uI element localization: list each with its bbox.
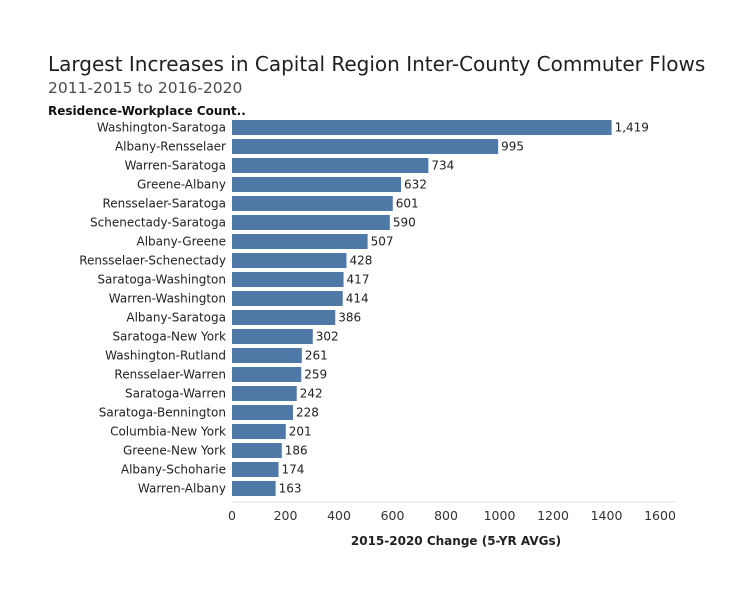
bar[interactable] <box>232 120 612 135</box>
bar[interactable] <box>232 329 313 344</box>
category-label[interactable]: Rensselaer-Saratoga <box>102 197 226 211</box>
value-label: 632 <box>404 178 427 192</box>
category-label[interactable]: Saratoga-Warren <box>125 387 226 401</box>
value-label: 386 <box>338 311 361 325</box>
value-label: 302 <box>316 330 339 344</box>
bar[interactable] <box>232 158 429 173</box>
bar[interactable] <box>232 443 282 458</box>
bar[interactable] <box>232 462 279 477</box>
value-label: 228 <box>296 406 319 420</box>
category-label[interactable]: Rensselaer-Schenectady <box>79 254 226 268</box>
category-label[interactable]: Saratoga-New York <box>112 330 226 344</box>
value-label: 259 <box>304 368 327 382</box>
value-label: 601 <box>396 197 419 211</box>
x-tick-label: 1400 <box>591 508 623 523</box>
category-label[interactable]: Warren-Albany <box>138 482 226 496</box>
x-tick-label: 800 <box>434 508 458 523</box>
bar[interactable] <box>232 386 297 401</box>
bar[interactable] <box>232 367 302 382</box>
bar[interactable] <box>232 177 402 192</box>
value-label: 1,419 <box>615 121 649 135</box>
value-label: 417 <box>347 273 370 287</box>
bar[interactable] <box>232 215 390 230</box>
value-label: 174 <box>282 463 305 477</box>
category-label[interactable]: Schenectady-Saratoga <box>90 216 226 230</box>
x-tick-label: 0 <box>228 508 236 523</box>
category-label[interactable]: Warren-Saratoga <box>125 159 226 173</box>
category-label[interactable]: Warren-Washington <box>109 292 226 306</box>
category-label[interactable]: Saratoga-Washington <box>97 273 226 287</box>
x-tick-label: 600 <box>381 508 405 523</box>
bar[interactable] <box>232 405 293 420</box>
value-label: 507 <box>371 235 394 249</box>
bar[interactable] <box>232 272 344 287</box>
value-label: 995 <box>501 140 524 154</box>
bar[interactable] <box>232 310 336 325</box>
x-axis-title: 2015-2020 Change (5-YR AVGs) <box>351 534 561 548</box>
value-label: 261 <box>305 349 328 363</box>
x-tick-label: 1200 <box>537 508 569 523</box>
category-label[interactable]: Albany-Rensselaer <box>115 140 226 154</box>
value-label: 414 <box>346 292 369 306</box>
bar[interactable] <box>232 481 276 496</box>
x-tick-label: 1000 <box>484 508 516 523</box>
category-label[interactable]: Greene-Albany <box>137 178 226 192</box>
bar[interactable] <box>232 234 368 249</box>
x-tick-label: 1600 <box>644 508 676 523</box>
category-label[interactable]: Albany-Saratoga <box>126 311 226 325</box>
bar[interactable] <box>232 348 302 363</box>
category-label[interactable]: Saratoga-Bennington <box>99 406 226 420</box>
bar[interactable] <box>232 424 286 439</box>
value-label: 242 <box>300 387 323 401</box>
x-tick-label: 200 <box>274 508 298 523</box>
chart-subtitle: 2011-2015 to 2016-2020 <box>48 79 243 97</box>
bar[interactable] <box>232 139 499 154</box>
category-label[interactable]: Rensselaer-Warren <box>114 368 226 382</box>
category-label[interactable]: Washington-Rutland <box>105 349 226 363</box>
value-label: 428 <box>349 254 372 268</box>
chart-title: Largest Increases in Capital Region Inte… <box>48 52 706 76</box>
category-label[interactable]: Albany-Greene <box>136 235 226 249</box>
category-label[interactable]: Albany-Schoharie <box>121 463 226 477</box>
category-label[interactable]: Washington-Saratoga <box>97 121 226 135</box>
value-label: 163 <box>279 482 302 496</box>
bar[interactable] <box>232 253 347 268</box>
category-label[interactable]: Greene-New York <box>123 444 226 458</box>
value-label: 590 <box>393 216 416 230</box>
value-label: 201 <box>289 425 312 439</box>
bar[interactable] <box>232 291 343 306</box>
bar[interactable] <box>232 196 393 211</box>
category-label[interactable]: Columbia-New York <box>110 425 226 439</box>
row-header[interactable]: Residence-Workplace Count.. <box>48 104 246 118</box>
value-label: 734 <box>431 159 454 173</box>
x-tick-label: 400 <box>327 508 351 523</box>
value-label: 186 <box>285 444 308 458</box>
